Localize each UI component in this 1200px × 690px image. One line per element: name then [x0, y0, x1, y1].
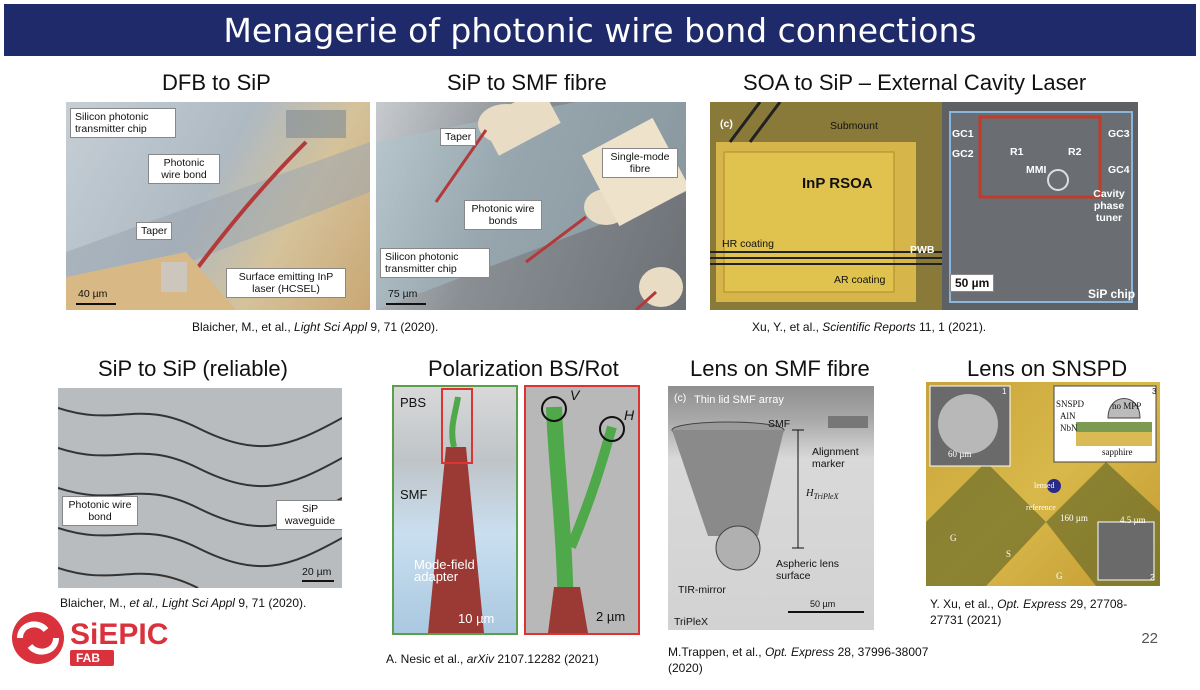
heading-soa: SOA to SiP – External Cavity Laser: [743, 70, 1087, 95]
pbs-overview-drawing: [428, 388, 484, 633]
pbs-label-pbs: PBS: [400, 395, 427, 410]
snspd-drawing: [926, 385, 1160, 586]
smf-label-taper: Taper: [440, 128, 477, 146]
pbs-label-mfa: Mode-field adapter: [414, 557, 475, 584]
heading-dfb: DFB to SiP: [162, 70, 271, 95]
snspd-label-2: 2: [1150, 573, 1155, 582]
snspd-label-sapphire: sapphire: [1102, 447, 1133, 457]
soa-label-r2: R2: [1068, 146, 1082, 158]
soa-label-pwb: PWB: [910, 244, 935, 256]
pbs-scale-right: 2 µm: [596, 609, 626, 624]
dfb-scale-bar: [76, 303, 116, 305]
svg-text:SiEPIC: SiEPIC: [70, 618, 168, 651]
svg-text:FAB: FAB: [76, 651, 100, 665]
snspd-label-g1: G: [950, 533, 957, 543]
page-number: 22: [1141, 630, 1158, 647]
snspd-label-4-5um: 4.5 µm: [1120, 515, 1146, 525]
lens-smf-label-smf: SMF: [768, 418, 791, 430]
snspd-label-g2: G: [1056, 571, 1063, 581]
slide-title: Menagerie of photonic wire bond connecti…: [223, 10, 977, 50]
pbs-zoom-image: V H 2 µm: [524, 385, 640, 635]
citation-blaicher-1: Blaicher, M., et al., Light Sci Appl 9, …: [192, 320, 439, 334]
heading-lens-smf: Lens on SMF fibre: [690, 356, 870, 381]
snspd-label-60um: 60 µm: [948, 449, 972, 459]
sip-sip-drawing: [58, 407, 342, 588]
sip-sip-scale-bar: [302, 580, 334, 582]
snspd-label-aln: AlN: [1060, 411, 1076, 421]
smf-label-fibre: Single-mode fibre: [602, 148, 678, 178]
dfb-label-pwb: Photonic wire bond: [148, 154, 220, 184]
dfb-label-chip: Silicon photonic transmitter chip: [70, 108, 176, 138]
citation-trappen: M.Trappen, et al., Opt. Express 28, 3799…: [668, 645, 929, 675]
lens-smf-label-marker: Alignment marker: [812, 446, 859, 470]
pbs-overview-image: PBS SMF Mode-field adapter 10 µm: [392, 385, 518, 635]
heading-lens-snspd: Lens on SNSPD: [967, 356, 1128, 381]
soa-label-gc4: GC4: [1108, 164, 1130, 176]
smf-label-pwbs: Photonic wire bonds: [464, 200, 542, 230]
pbs-label-h: H: [624, 407, 635, 423]
soa-label-hr: HR coating: [722, 238, 774, 250]
smf-sem-image: Taper Single-mode fibre Photonic wire bo…: [376, 102, 686, 310]
soa-drawing: [710, 102, 1138, 310]
lens-smf-label-tir: TIR-mirror: [678, 584, 726, 596]
soa-label-mmi: MMI: [1026, 164, 1047, 176]
lens-smf-label-array: Thin lid SMF array: [694, 394, 784, 406]
snspd-label-160um: 160 µm: [1060, 513, 1088, 523]
snspd-label-nbn: NbN: [1060, 423, 1078, 433]
sip-sip-label-waveguide: SiP waveguide: [276, 500, 342, 530]
lens-smf-label-triplex: TriPleX: [674, 616, 709, 628]
dfb-scale-label: 40 µm: [78, 288, 108, 300]
pbs-zoom-drawing: [541, 396, 625, 633]
soa-label-gc3: GC3: [1108, 128, 1130, 140]
soa-label-rsoa: InP RSOA: [802, 175, 873, 192]
snspd-label-1: 1: [1002, 387, 1007, 396]
lens-smf-label-h: HTriPleX: [806, 488, 839, 502]
lens-smf-sem-image: (c) Thin lid SMF array SMF Alignment mar…: [668, 386, 874, 630]
snspd-label-reference: reference: [1026, 503, 1056, 512]
sip-sip-label-pwb: Photonic wire bond: [62, 496, 138, 526]
dfb-label-laser: Surface emitting InP laser (HCSEL): [226, 268, 346, 298]
smf-scale-label: 75 µm: [388, 288, 418, 300]
soa-label-ar: AR coating: [834, 274, 886, 286]
soa-label-r1: R1: [1010, 146, 1024, 158]
soa-label-tuner: Cavity phase tuner: [1093, 188, 1125, 224]
citation-blaicher-2: Blaicher, M., et al., Light Sci Appl 9, …: [60, 596, 307, 610]
soa-label-gc2: GC2: [952, 148, 974, 160]
citation-xu-opt-express: Y. Xu, et al., Opt. Express 29, 27708-27…: [930, 597, 1128, 627]
snspd-label-no-mpp: no MPP: [1112, 401, 1142, 411]
dfb-label-taper: Taper: [136, 222, 173, 240]
sip-sip-sem-image: Photonic wire bond SiP waveguide 20 µm: [58, 388, 342, 588]
smf-label-chip: Silicon photonic transmitter chip: [380, 248, 490, 278]
pbs-label-smf: SMF: [400, 487, 428, 502]
heading-sip-sip: SiP to SiP (reliable): [98, 356, 288, 381]
lens-smf-scale-label: 50 µm: [810, 599, 836, 609]
snspd-label-lensed: lensed: [1034, 481, 1055, 490]
dfb-drawing: [66, 110, 370, 310]
soa-micrograph-image: (c) Submount InP RSOA HR coating AR coat…: [710, 102, 1138, 310]
soa-label-submount: Submount: [830, 120, 878, 132]
pbs-label-v: V: [570, 387, 580, 403]
title-banner: Menagerie of photonic wire bond connecti…: [4, 4, 1196, 56]
snspd-label-s: S: [1006, 549, 1012, 559]
snspd-micrograph-image: 60 µm SNSPD AlN NbN no MPP sapphire 4.5 …: [926, 382, 1160, 586]
snspd-label-snspd: SNSPD: [1056, 399, 1085, 409]
smf-scale-bar: [386, 303, 426, 305]
snspd-label-3: 3: [1152, 387, 1157, 396]
lens-smf-drawing: [671, 416, 868, 613]
soa-tag: (c): [720, 118, 733, 130]
pbs-scale-left: 10 µm: [458, 611, 495, 626]
lens-smf-tag: (c): [674, 392, 687, 404]
lens-smf-label-asphere: Aspheric lens surface: [776, 558, 840, 582]
soa-scale-label: 50 µm: [950, 274, 995, 292]
citation-xu-sci-rep: Xu, Y., et al., Scientific Reports 11, 1…: [752, 320, 987, 334]
soa-label-gc1: GC1: [952, 128, 974, 140]
soa-label-sip-chip: SiP chip: [1088, 287, 1136, 301]
siepic-fab-logo: SiEPIC FAB: [8, 608, 208, 668]
heading-smf: SiP to SMF fibre: [447, 70, 607, 95]
sip-sip-scale-label: 20 µm: [302, 566, 332, 578]
citation-nesic: A. Nesic et al., arXiv 2107.12282 (2021): [386, 652, 599, 666]
dfb-sem-image: Silicon photonic transmitter chip Photon…: [66, 102, 370, 310]
heading-pbs: Polarization BS/Rot: [428, 356, 619, 381]
